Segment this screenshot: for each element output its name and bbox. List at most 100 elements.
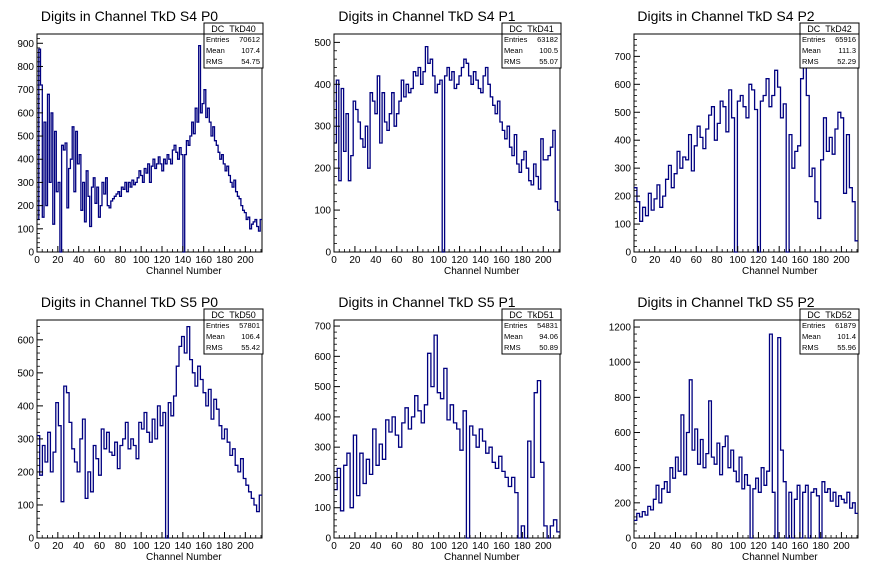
stats-value: 55.42 <box>241 343 260 352</box>
x-tick-label: 40 <box>73 541 85 552</box>
y-tick-label: 600 <box>17 108 34 119</box>
x-tick-label: 140 <box>174 541 191 552</box>
y-tick-label: 500 <box>17 132 34 143</box>
x-axis-label: Channel Number <box>444 266 520 277</box>
x-tick-label: 60 <box>94 255 106 266</box>
chart-title: Digits in Channel TkD S5 P1 <box>338 294 515 310</box>
x-tick-label: 100 <box>430 255 447 266</box>
y-tick-label: 0 <box>28 248 34 259</box>
stats-label: Entries <box>504 321 528 330</box>
x-tick-label: 100 <box>133 541 150 552</box>
x-axis-label: Channel Number <box>444 552 520 563</box>
stats-box <box>799 22 860 69</box>
y-tick-label: 100 <box>314 206 331 217</box>
x-tick-label: 180 <box>812 255 829 266</box>
stats-label: RMS <box>206 343 223 352</box>
stats-name: DC_TkD51 <box>509 310 554 320</box>
x-tick-label: 120 <box>154 255 171 266</box>
x-tick-label: 0 <box>631 541 637 552</box>
chart-title: Digits in Channel TkD S4 P1 <box>338 8 515 24</box>
x-tick-label: 0 <box>34 541 40 552</box>
stats-label: Mean <box>206 332 225 341</box>
x-tick-label: 120 <box>451 541 468 552</box>
x-axis-label: Channel Number <box>742 266 818 277</box>
x-tick-label: 140 <box>771 541 788 552</box>
y-tick-label: 500 <box>17 368 34 379</box>
histogram-series-line <box>334 334 560 539</box>
histogram-panel-3: Digits in Channel TkD S5 P0 0 20 40 60 80 100 1… <box>17 294 264 563</box>
histogram-panel-5: Digits in Channel TkD S5 P2 0 20 40 60 80 100 1… <box>609 294 860 563</box>
x-tick-label: 40 <box>670 541 682 552</box>
x-tick-label: 20 <box>349 255 361 266</box>
stats-label: Mean <box>802 332 821 341</box>
histogram-series-line <box>37 325 262 539</box>
stats-value: 100.5 <box>539 46 558 55</box>
stats-label: RMS <box>802 343 819 352</box>
plot-frame <box>36 33 263 253</box>
x-tick-label: 80 <box>711 541 723 552</box>
y-tick-label: 500 <box>614 108 631 119</box>
x-tick-label: 0 <box>331 541 337 552</box>
y-tick-label: 800 <box>17 62 34 73</box>
x-tick-label: 120 <box>451 255 468 266</box>
y-tick-label: 1000 <box>609 358 632 369</box>
y-tick-label: 600 <box>614 80 631 91</box>
chart-title: Digits in Channel TkD S5 P0 <box>41 294 218 310</box>
stats-value: 101.4 <box>837 332 856 341</box>
x-tick-label: 20 <box>52 541 64 552</box>
x-tick-label: 20 <box>52 255 64 266</box>
y-tick-label: 800 <box>614 393 631 404</box>
histogram-series-line <box>334 45 560 253</box>
histogram-panel-2: Digits in Channel TkD S4 P2 0 20 40 60 80 100 1… <box>614 8 860 277</box>
stats-value: 106.4 <box>241 332 260 341</box>
histogram-series-line <box>634 47 858 253</box>
x-tick-label: 180 <box>514 541 531 552</box>
y-tick-label: 200 <box>614 498 631 509</box>
y-tick-label: 200 <box>314 164 331 175</box>
x-tick-label: 160 <box>195 541 212 552</box>
y-tick-label: 600 <box>614 428 631 439</box>
y-tick-label: 700 <box>17 85 34 96</box>
stats-value: 61879 <box>835 321 856 330</box>
stats-label: Mean <box>504 332 523 341</box>
stats-value: 50.89 <box>539 343 558 352</box>
x-tick-label: 60 <box>391 255 403 266</box>
y-tick-label: 200 <box>314 473 331 484</box>
x-tick-label: 180 <box>216 255 233 266</box>
stats-label: RMS <box>504 343 521 352</box>
x-tick-label: 200 <box>535 255 552 266</box>
x-axis-label: Channel Number <box>146 266 222 277</box>
stats-label: Entries <box>206 321 230 330</box>
x-tick-label: 80 <box>115 255 127 266</box>
x-tick-label: 160 <box>792 255 809 266</box>
stats-value: 111.3 <box>838 46 856 55</box>
y-tick-label: 0 <box>625 534 631 545</box>
y-tick-label: 100 <box>17 500 34 511</box>
stats-label: Entries <box>504 35 528 44</box>
x-tick-label: 180 <box>514 255 531 266</box>
y-tick-label: 300 <box>314 443 331 454</box>
histogram-panel-1: Digits in Channel TkD S4 P1 0 20 40 60 80 100 1… <box>314 8 562 277</box>
plot-frame <box>633 33 859 253</box>
stats-name: DC_TkD42 <box>807 24 852 34</box>
stats-value: 55.96 <box>837 343 856 352</box>
y-tick-label: 600 <box>17 335 34 346</box>
y-tick-label: 200 <box>17 201 34 212</box>
x-tick-label: 100 <box>133 255 150 266</box>
y-tick-label: 400 <box>614 463 631 474</box>
y-tick-label: 300 <box>614 164 631 175</box>
y-tick-label: 200 <box>17 467 34 478</box>
stats-name: DC_TkD52 <box>807 310 852 320</box>
y-tick-label: 400 <box>17 401 34 412</box>
y-tick-label: 300 <box>314 122 331 133</box>
stats-value: 63182 <box>537 35 558 44</box>
x-tick-label: 120 <box>154 541 171 552</box>
x-axis-label: Channel Number <box>146 552 222 563</box>
stats-value: 54831 <box>537 321 558 330</box>
stats-value: 55.07 <box>539 57 558 66</box>
y-tick-label: 0 <box>325 534 331 545</box>
y-tick-label: 300 <box>17 178 34 189</box>
histogram-series-line <box>37 44 262 253</box>
x-tick-label: 100 <box>729 255 746 266</box>
x-tick-label: 80 <box>412 255 424 266</box>
